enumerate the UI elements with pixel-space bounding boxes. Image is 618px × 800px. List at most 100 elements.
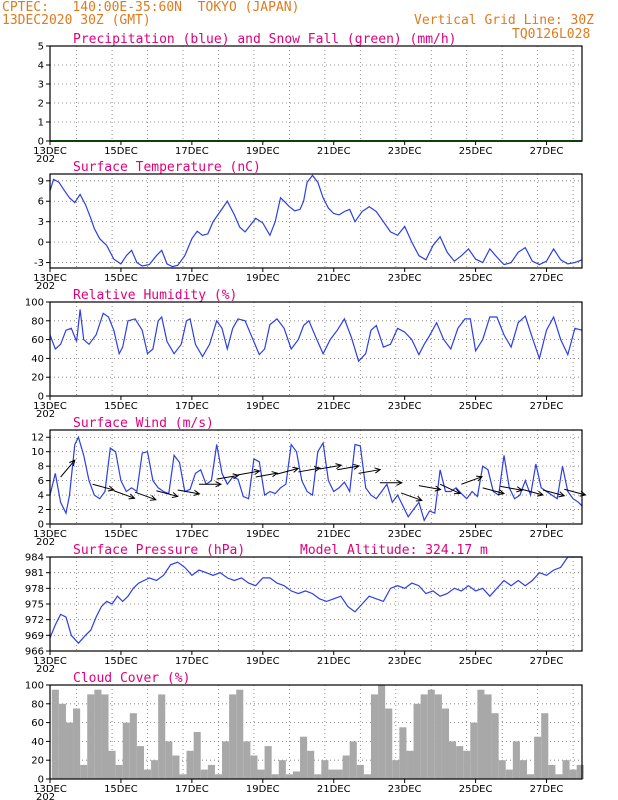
y-tick-label: 100 <box>25 298 44 309</box>
x-tick-label: 13DEC <box>33 529 67 540</box>
x-tick-label: 13DEC <box>33 656 67 667</box>
x-tick-label: 19DEC <box>246 273 280 284</box>
x-tick-label: 27DEC <box>530 529 564 540</box>
x-tick-label: 19DEC <box>246 146 280 157</box>
series-line-0 <box>49 556 582 645</box>
wind-arrow-shaft <box>92 483 114 491</box>
x-tick-label: 25DEC <box>459 401 493 412</box>
cloud-bar <box>363 774 371 779</box>
x-tick-label: 23DEC <box>388 529 422 540</box>
cloud-bar <box>328 769 336 779</box>
x-tick-label: 23DEC <box>388 146 422 157</box>
x-year-fragment: 202 <box>36 281 55 292</box>
cloud-bar <box>250 755 258 779</box>
y-tick-label: 8 <box>38 462 44 473</box>
cloud-bar <box>534 736 542 779</box>
wind-arrow-shaft <box>298 467 321 473</box>
cloud-bar <box>87 694 95 779</box>
x-tick-label: 23DEC <box>388 273 422 284</box>
y-tick-label: 60 <box>31 718 44 729</box>
cloud-bar <box>576 764 584 779</box>
y-tick-label: 969 <box>25 631 44 642</box>
cloud-bar <box>65 722 74 779</box>
header-model-id: TQ0126L028 <box>512 27 590 42</box>
cloud-bar <box>300 736 308 779</box>
y-tick-label: 10 <box>31 447 44 458</box>
x-tick-label: 21DEC <box>317 273 351 284</box>
x-tick-label: 25DEC <box>459 273 493 284</box>
x-tick-label: 15DEC <box>104 784 138 795</box>
series-line-0 <box>49 174 583 268</box>
cloud-bar <box>136 746 144 779</box>
x-year-fragment: 202 <box>36 792 55 800</box>
cloud-bar <box>349 741 357 779</box>
cloud-bar <box>115 764 123 779</box>
x-tick-label: 21DEC <box>317 784 351 795</box>
cloud-bar <box>335 769 343 779</box>
x-tick-label: 15DEC <box>104 273 138 284</box>
x-tick-label: 13DEC <box>33 146 67 157</box>
x-tick-label: 15DEC <box>104 529 138 540</box>
cloud-bar <box>200 769 208 779</box>
y-tick-label: 6 <box>38 197 44 208</box>
cloud-bar <box>463 750 471 779</box>
wind-arrow-shaft <box>564 488 586 496</box>
panel-5: Cloud Cover (%) 0 20 40 60 80 100 13DEC 15DEC 17D… <box>25 671 584 800</box>
y-tick-label: 1 <box>38 118 44 129</box>
cloud-bar <box>342 755 350 779</box>
wind-arrow-shaft <box>337 465 360 471</box>
wind-arrow-shaft <box>418 485 441 490</box>
wind-arrow-shaft <box>319 464 342 470</box>
x-tick-label: 17DEC <box>175 401 209 412</box>
wind-arrow-head <box>232 473 240 480</box>
panel-annotation: Model Altitude: 324.17 m <box>300 543 488 558</box>
y-tick-label: 0 <box>38 238 44 249</box>
cloud-bar <box>420 694 428 779</box>
y-tick-label: 966 <box>25 647 44 658</box>
cloud-bar <box>527 774 535 779</box>
cloud-bar <box>427 689 435 779</box>
cloud-bar <box>470 722 478 779</box>
wind-arrow-head <box>516 486 524 493</box>
header-grid-line: Vertical Grid Line: 30Z <box>414 13 594 28</box>
cloud-bar <box>285 774 293 779</box>
cloud-bar <box>58 703 66 779</box>
y-tick-label: 3 <box>38 80 44 91</box>
y-tick-label: 12 <box>31 433 44 444</box>
cloud-bar <box>151 760 159 779</box>
x-tick-label: 17DEC <box>175 529 209 540</box>
wind-arrow-head <box>292 466 300 473</box>
wind-arrow-head <box>149 495 157 501</box>
cloud-bar <box>456 746 464 779</box>
wind-arrow-head <box>107 485 115 492</box>
cloud-bar <box>193 732 201 779</box>
x-year-fragment: 202 <box>36 154 55 165</box>
x-tick-label: 17DEC <box>175 146 209 157</box>
y-tick-label: 6 <box>38 476 44 487</box>
x-year-fragment: 202 <box>36 664 55 675</box>
wind-arrow-head <box>374 467 382 474</box>
wind-arrows <box>60 459 587 502</box>
wind-arrow-shaft <box>358 469 381 474</box>
cloud-bar <box>158 694 166 779</box>
y-tick-label: 975 <box>25 600 44 611</box>
wind-arrow-shaft <box>216 474 239 480</box>
cloud-bar <box>122 722 130 779</box>
cloud-bar <box>385 708 393 779</box>
cloud-bar <box>434 694 442 779</box>
y-tick-label: 0 <box>38 775 44 786</box>
x-tick-label: 17DEC <box>175 784 209 795</box>
panel-title: Surface Pressure (hPa) <box>73 543 245 558</box>
header-location: CPTEC: 140:00E-35:60N TOKYO (JAPAN) <box>2 0 299 15</box>
x-tick-label: 19DEC <box>246 656 280 667</box>
series-line-0 <box>49 435 583 522</box>
panel-4: Surface Pressure (hPa) Model Altitude: 32… <box>25 543 583 675</box>
x-tick-label: 23DEC <box>388 784 422 795</box>
cloud-bar <box>441 708 449 779</box>
cloud-bar <box>80 764 88 779</box>
wind-arrow-head <box>215 481 223 488</box>
wind-arrow-shaft <box>134 491 156 501</box>
x-tick-label: 21DEC <box>317 529 351 540</box>
panel-title: Surface Wind (m/s) <box>73 416 214 431</box>
x-year-fragment: 202 <box>36 409 55 420</box>
